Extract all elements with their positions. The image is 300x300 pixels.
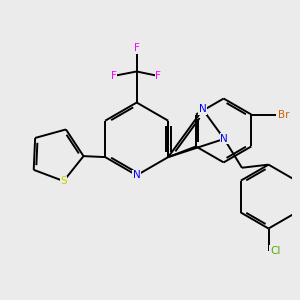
Text: Cl: Cl xyxy=(270,246,280,256)
Text: N: N xyxy=(133,170,141,180)
Text: N: N xyxy=(220,134,228,144)
Text: F: F xyxy=(134,44,140,53)
Text: Br: Br xyxy=(278,110,290,119)
Text: F: F xyxy=(111,71,117,81)
Text: S: S xyxy=(60,176,67,186)
Text: N: N xyxy=(199,104,207,115)
Text: F: F xyxy=(155,71,161,81)
